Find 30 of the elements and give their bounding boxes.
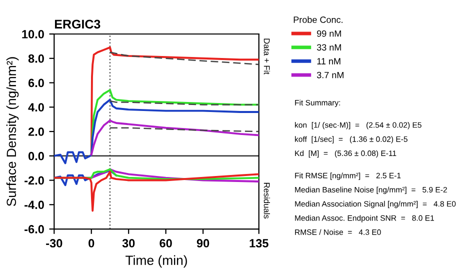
text: Residuals bbox=[264, 182, 270, 219]
x-tick-label: 135 bbox=[250, 239, 268, 248]
line-series bbox=[90, 89, 259, 156]
line-series bbox=[90, 120, 259, 156]
y-tick-label: 2.0 bbox=[28, 128, 44, 136]
y-tick-label: 4.0 bbox=[28, 103, 44, 112]
y-tick-label: 8.0 bbox=[28, 54, 44, 63]
line-series bbox=[54, 170, 259, 212]
legend-title: Probe Conc. bbox=[294, 16, 342, 23]
x-tick-label: 90 bbox=[196, 239, 210, 248]
line-series bbox=[54, 98, 259, 164]
line-series bbox=[109, 52, 259, 66]
legend-label: 3.7 nM bbox=[316, 72, 344, 78]
x-tick-label: 60 bbox=[160, 239, 172, 248]
y-tick-label: 10.0 bbox=[22, 30, 44, 38]
text: Data + Fit bbox=[264, 38, 270, 74]
y-tick-label: -4.0 bbox=[24, 200, 44, 210]
legend-label: 99 nM bbox=[317, 30, 341, 37]
legend-label: 33 nM bbox=[316, 44, 341, 51]
legend-label: 11 nM bbox=[317, 58, 340, 64]
y-tick-label: -6.0 bbox=[24, 225, 44, 234]
x-tick-label: 0 bbox=[88, 239, 94, 248]
y-axis-title: Surface Density (ng/mm²) bbox=[6, 57, 19, 206]
x-axis-title: Time (min) bbox=[126, 255, 187, 268]
y-tick-label: -2.0 bbox=[24, 176, 44, 185]
y-tick-label: 0.0 bbox=[28, 152, 44, 160]
chart-title: ERGIC3 bbox=[54, 20, 100, 29]
x-tick-label: 30 bbox=[122, 239, 135, 248]
x-tick-label: -30 bbox=[46, 239, 62, 248]
y-tick-label: 6.0 bbox=[28, 78, 44, 88]
